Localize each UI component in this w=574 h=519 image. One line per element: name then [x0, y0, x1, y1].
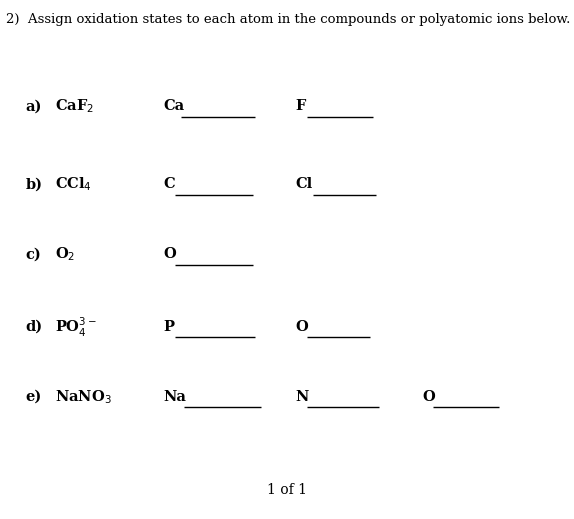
Text: PO$_4^{3-}$: PO$_4^{3-}$ — [55, 316, 96, 338]
Text: 1 of 1: 1 of 1 — [267, 484, 307, 497]
Text: O$_2$: O$_2$ — [55, 245, 75, 263]
Text: CaF$_2$: CaF$_2$ — [55, 98, 94, 115]
Text: Cl: Cl — [296, 177, 313, 191]
Text: e): e) — [26, 390, 42, 404]
Text: c): c) — [26, 248, 41, 261]
Text: O: O — [164, 248, 176, 261]
Text: d): d) — [26, 320, 43, 334]
Text: b): b) — [26, 177, 43, 191]
Text: N: N — [296, 390, 309, 404]
Text: Na: Na — [164, 390, 187, 404]
Text: 2)  Assign oxidation states to each atom in the compounds or polyatomic ions bel: 2) Assign oxidation states to each atom … — [6, 13, 574, 26]
Text: O: O — [296, 320, 308, 334]
Text: F: F — [296, 100, 306, 113]
Text: Ca: Ca — [164, 100, 185, 113]
Text: P: P — [164, 320, 174, 334]
Text: C: C — [164, 177, 175, 191]
Text: O: O — [422, 390, 435, 404]
Text: a): a) — [26, 100, 42, 113]
Text: CCl$_4$: CCl$_4$ — [55, 175, 91, 193]
Text: NaNO$_3$: NaNO$_3$ — [55, 388, 111, 406]
